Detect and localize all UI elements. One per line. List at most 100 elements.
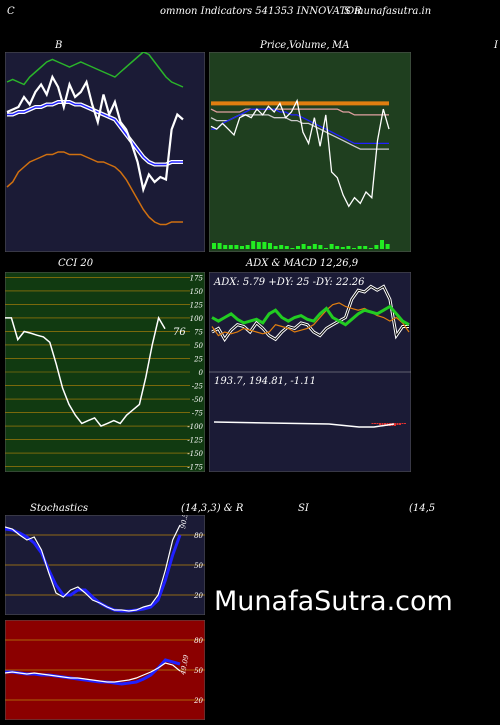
macd-hist-bar [399, 423, 401, 425]
cci-label: CCI 20 [58, 258, 94, 269]
cci-tick-label: -175 [187, 464, 203, 472]
volume-bar [284, 246, 289, 249]
volume-bar [301, 244, 306, 249]
stoch-tick-label: 50 [194, 562, 203, 570]
macd-hist-bar [404, 423, 406, 424]
adx-label: ADX & MACD 12,26,9 [246, 258, 359, 269]
cci-tick-label: -100 [187, 423, 203, 431]
macd-hist-bar [371, 423, 374, 424]
stoch-tick-label: 20 [193, 592, 203, 600]
cci-last-value: 76 [173, 327, 186, 338]
volume-bar [245, 245, 250, 249]
price-label: Price, [260, 40, 290, 51]
cci-tick-label: 125 [190, 301, 204, 309]
header-site: S munafasutra.in [344, 6, 432, 17]
volume-bar [268, 243, 272, 249]
adx-readout: ADX: 5.79 +DY: 25 -DY: 22.26 [213, 277, 365, 288]
volume-bar [380, 240, 384, 249]
cut-label: I [494, 40, 498, 51]
volume-bar [368, 248, 373, 249]
volume-bar [212, 243, 216, 249]
rsi-label: SI [298, 503, 309, 514]
volume-bar [256, 242, 261, 249]
rsi-tick-label: 20 [193, 697, 203, 705]
rsi-chart: 80 50 20 49.09 [5, 620, 205, 720]
bb-upper-line [6, 52, 184, 88]
adx-macd-chart: ADX: 5.79 +DY: 25 -DY: 22.26 193.7, 194.… [209, 272, 411, 472]
bollinger-chart [5, 52, 205, 252]
volume-bar [307, 246, 312, 249]
bb-price-line [6, 74, 184, 194]
cci-tick-label: -125 [187, 437, 203, 445]
volume-bar [324, 248, 328, 249]
price-line [210, 98, 390, 208]
rsi-signal-line [5, 658, 181, 686]
macd-hist-bar [376, 423, 379, 424]
volume-bar [223, 245, 228, 249]
rsi-tick-label: 80 [194, 637, 203, 645]
cci-tick-label: 150 [190, 288, 204, 296]
cci-tick-label: -75 [192, 410, 204, 418]
stoch-signal-line [5, 527, 182, 613]
cci-tick-label: 50 [194, 342, 203, 350]
bollinger-bg [5, 52, 205, 252]
price-bg [209, 52, 411, 252]
header-letter: C [7, 6, 15, 17]
cci-tick-label: 100 [190, 315, 204, 323]
volume-bar [329, 244, 334, 249]
macd-hist-bar [394, 423, 396, 426]
adx-line [211, 304, 410, 327]
bollinger-label: B [55, 40, 63, 51]
stoch-tick-label: 80 [194, 532, 203, 540]
plus-dy-core [211, 285, 409, 341]
header-title: ommon Indicators 541353 INNOVATOR [160, 6, 362, 17]
stochastics-chart: 80 50 20 90.52 [5, 515, 205, 615]
volume-bar [340, 247, 345, 249]
volume-label: Volume, [289, 40, 330, 51]
macd-hist-bar [384, 423, 386, 426]
macd-readout: 193.7, 194.81, -1.11 [214, 376, 316, 387]
cci-tick-label: 0 [199, 369, 204, 377]
volume-bar [318, 245, 323, 249]
volume-bar [228, 245, 233, 249]
macd-hist-bar [379, 423, 381, 425]
rsi-last-value: 49.09 [179, 654, 191, 677]
volume-bar [385, 244, 390, 249]
cci-tick-label: -50 [192, 396, 204, 404]
macd-line [213, 421, 395, 428]
cci-tick-label: 75 [194, 328, 203, 336]
macd-hist-bar [381, 423, 384, 425]
macd-hist-bar [401, 423, 404, 424]
volume-bar [234, 245, 239, 249]
macd-hist-bar [374, 423, 376, 424]
volume-bar [279, 245, 284, 249]
volume-bar [217, 243, 222, 249]
volume-bar [273, 246, 278, 249]
volume-bar [352, 248, 356, 249]
rsi-tick-label: 50 [194, 667, 203, 675]
volume-bar [312, 244, 317, 249]
stoch-main-line [5, 524, 181, 612]
watermark: MunafaSutra.com [214, 586, 453, 617]
ma-label: MA [332, 40, 350, 51]
cci-tick-label: 175 [190, 274, 204, 282]
volume-bar [290, 248, 295, 249]
cci-tick-label: -25 [192, 383, 204, 391]
volume-bar [363, 246, 368, 249]
stoch-last-value: 90.52 [179, 515, 190, 529]
price-chart [209, 52, 411, 252]
volume-bar [335, 246, 340, 249]
volume-bar [346, 246, 351, 249]
cci-tick-label: -150 [187, 450, 203, 458]
cci-chart: 175 150 125 100 75 50 25 0 -25 -50 -75 -100 -125 -150… [5, 272, 205, 472]
rsi-params: (14,5 [409, 503, 436, 514]
volume-bar [296, 246, 300, 249]
rsi-main-line [5, 662, 181, 683]
cci-line [5, 315, 166, 428]
bb-lower-line [6, 151, 183, 226]
macd-hist-bar [396, 423, 399, 425]
stoch-label: Stochastics [30, 503, 88, 514]
stoch-params: (14,3,3) & R [181, 503, 244, 514]
ma-mid-line [210, 108, 389, 116]
volume-bar [374, 245, 379, 249]
